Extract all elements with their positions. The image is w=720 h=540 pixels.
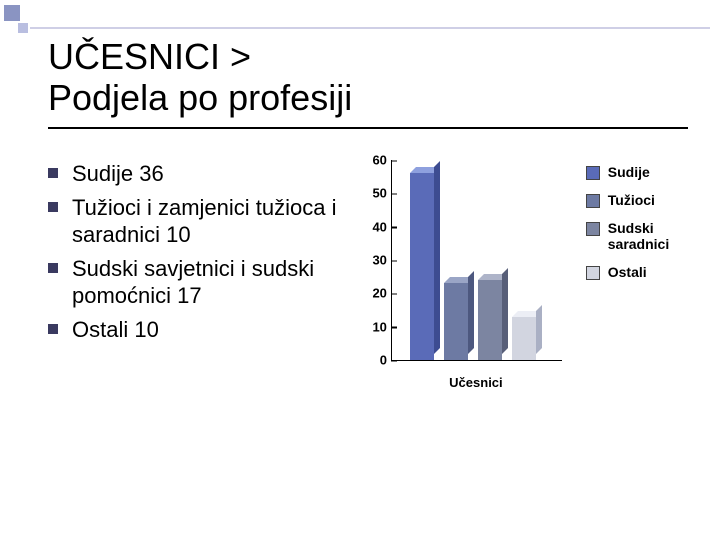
legend-label: Ostali (608, 264, 647, 280)
slide-decoration (4, 5, 74, 37)
body: Sudije 36 Tužioci i zamjenici tužioca i s… (48, 160, 700, 390)
chart-ytick: 60 (361, 153, 391, 168)
legend-label: Sudski saradnici (608, 220, 700, 252)
bar-chart: Učesnici 0102030405060 (361, 160, 576, 390)
chart-legend: Sudije Tužioci Sudski saradnici Ostali (586, 160, 700, 292)
legend-swatch (586, 166, 600, 180)
chart-bar (478, 280, 502, 360)
legend-item: Sudije (586, 164, 700, 180)
deco-square-large (4, 5, 20, 21)
bullet-item: Tužioci i zamjenici tužioca i saradnici … (48, 194, 351, 249)
legend-item: Tužioci (586, 192, 700, 208)
chart-bar-side (536, 305, 542, 354)
bullet-icon (48, 168, 58, 178)
chart-bar (512, 317, 536, 360)
bullet-item: Ostali 10 (48, 316, 351, 344)
bullet-text: Tužioci i zamjenici tužioca i saradnici … (72, 194, 351, 249)
bullet-item: Sudski savjetnici i sudski pomoćnici 17 (48, 255, 351, 310)
chart-bar (444, 283, 468, 360)
legend-item: Ostali (586, 264, 700, 280)
chart-ytick: 40 (361, 219, 391, 234)
chart-bars (392, 160, 562, 360)
bullet-icon (48, 324, 58, 334)
bullet-list: Sudije 36 Tužioci i zamjenici tužioca i s… (48, 160, 361, 390)
title-line-1: UČESNICI > (48, 36, 251, 77)
title-block: UČESNICI > Podjela po profesiji (48, 36, 690, 129)
chart-bar (410, 173, 434, 360)
chart-ytick: 10 (361, 319, 391, 334)
deco-line (30, 27, 710, 29)
bullet-item: Sudije 36 (48, 160, 351, 188)
legend-swatch (586, 222, 600, 236)
slide: UČESNICI > Podjela po profesiji Sudije 3… (0, 0, 720, 540)
chart-ytick: 20 (361, 286, 391, 301)
title-line-2: Podjela po profesiji (48, 77, 352, 118)
bullet-icon (48, 263, 58, 273)
bullet-icon (48, 202, 58, 212)
bullet-text: Sudije 36 (72, 160, 164, 188)
bullet-text: Ostali 10 (72, 316, 159, 344)
chart-bar-side (502, 268, 508, 354)
bullet-text: Sudski savjetnici i sudski pomoćnici 17 (72, 255, 351, 310)
chart-zone: Učesnici 0102030405060 SudijeTužiociSuds… (361, 160, 700, 390)
legend-swatch (586, 194, 600, 208)
deco-square-small (18, 23, 28, 33)
chart-ytick: 0 (361, 353, 391, 368)
legend-swatch (586, 266, 600, 280)
chart-ytick: 30 (361, 253, 391, 268)
chart-ytick: 50 (361, 186, 391, 201)
slide-title: UČESNICI > Podjela po profesiji (48, 36, 690, 119)
legend-label: Sudije (608, 164, 650, 180)
chart-bar-side (434, 161, 440, 354)
chart-x-axis-label: Učesnici (391, 375, 561, 390)
legend-item: Sudski saradnici (586, 220, 700, 252)
chart-plot-area (391, 160, 562, 361)
chart-bar-side (468, 271, 474, 354)
title-underline (48, 127, 688, 129)
legend-label: Tužioci (608, 192, 655, 208)
